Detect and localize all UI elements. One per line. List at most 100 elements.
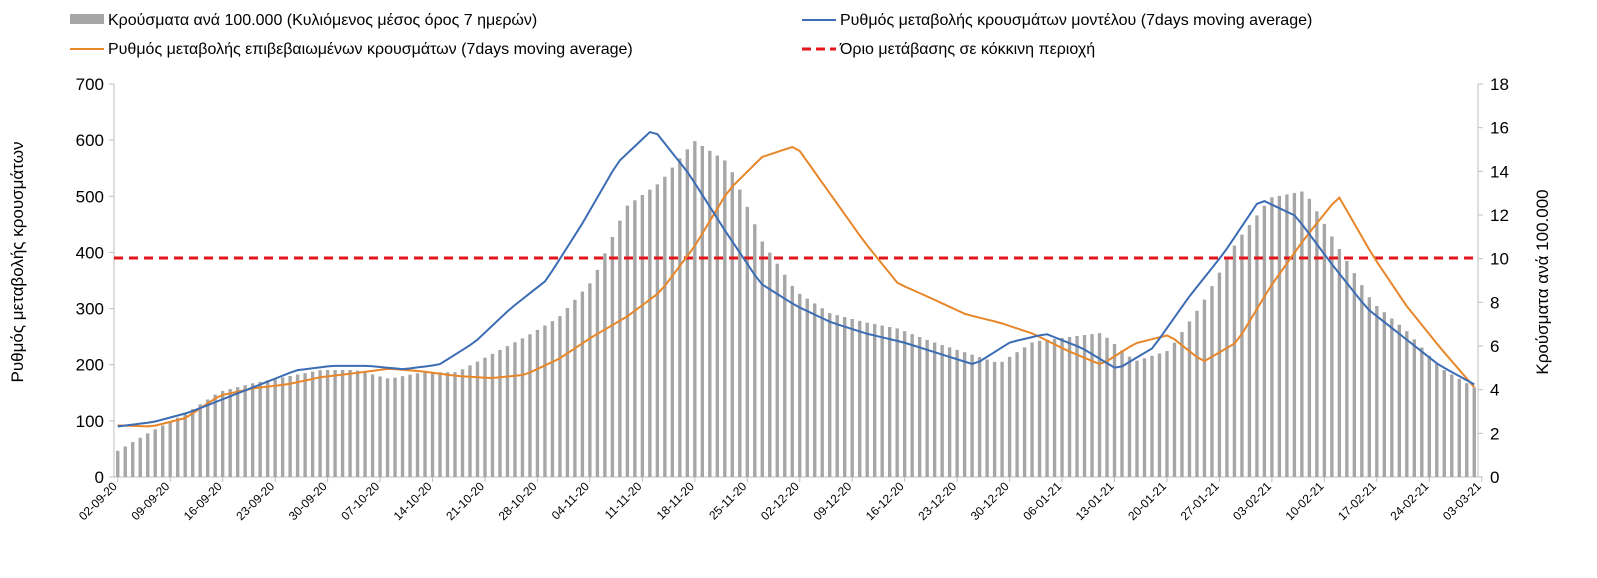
bar — [1292, 192, 1297, 477]
y-right-tick-label: 6 — [1490, 337, 1499, 356]
bar — [378, 376, 382, 477]
bar — [146, 433, 150, 477]
y-right-tick-label: 18 — [1490, 75, 1509, 94]
legend-label-model: Ρυθμός μεταβολής κρουσμάτων μοντέλου (7d… — [840, 12, 1312, 29]
bar — [161, 425, 165, 477]
bar — [655, 184, 660, 477]
bar — [535, 329, 540, 477]
x-tick-label: 10-02-21 — [1283, 479, 1327, 523]
bar — [910, 334, 914, 477]
bar — [400, 376, 405, 477]
bar — [1465, 383, 1469, 477]
bar — [843, 317, 847, 477]
bar — [333, 370, 337, 477]
bar — [1472, 387, 1476, 477]
x-tick-label: 03-03-21 — [1440, 479, 1484, 523]
bar — [1052, 338, 1057, 477]
bar — [992, 361, 997, 477]
bar — [325, 370, 330, 477]
bar — [191, 409, 195, 477]
y-right-tick-label: 14 — [1490, 162, 1509, 181]
y-axis-right-ticks: 0 2 4 6 8 10 12 14 16 18 — [1478, 75, 1509, 487]
bar — [768, 252, 772, 477]
bar — [183, 413, 187, 477]
bar — [1157, 353, 1162, 477]
bar — [1262, 205, 1267, 478]
bar — [340, 370, 345, 477]
bar — [1090, 334, 1094, 477]
bar — [858, 320, 862, 477]
bar — [1007, 356, 1012, 477]
bar — [1015, 352, 1019, 477]
bar — [528, 334, 532, 477]
x-tick-label: 21-10-20 — [443, 479, 487, 523]
bar — [685, 149, 690, 477]
bar — [1000, 361, 1004, 477]
x-tick-label: 23-12-20 — [915, 479, 959, 523]
bar — [962, 352, 967, 477]
bar — [648, 189, 652, 477]
bar — [1180, 332, 1184, 477]
legend-label-confirmed: Ρυθμός μεταβολής επιβεβαιωμένων κρουσμάτ… — [108, 41, 633, 58]
bar — [1105, 337, 1109, 477]
bar — [1135, 360, 1139, 477]
bar — [348, 370, 352, 477]
x-tick-label: 03-02-21 — [1230, 479, 1274, 523]
bar — [258, 381, 262, 477]
bar — [865, 322, 869, 477]
bar — [138, 437, 142, 477]
bar — [408, 374, 412, 477]
model-rate-line — [117, 130, 1475, 428]
bar — [573, 299, 577, 477]
bar — [1165, 351, 1169, 477]
bar — [775, 263, 779, 477]
y-left-tick-label: 200 — [76, 356, 104, 375]
bar — [925, 339, 929, 477]
bar — [228, 389, 232, 477]
bar — [475, 361, 480, 477]
bar — [318, 370, 322, 477]
x-tick-label: 02-12-20 — [758, 479, 802, 523]
bar — [445, 372, 450, 477]
bar — [1150, 355, 1154, 477]
bar — [1075, 336, 1079, 477]
bar — [1337, 248, 1342, 477]
y-left-tick-label: 100 — [76, 412, 104, 431]
bar — [1127, 356, 1132, 477]
bar — [1270, 197, 1274, 477]
legend-label-threshold: Όριο μετάβασης σε κόκκινη περιοχή — [839, 41, 1095, 58]
x-axis-ticks: 02-09-20 09-09-20 16-09-20 23-09-20 30-09-20… — [76, 477, 1484, 523]
bar — [828, 313, 832, 477]
x-tick-label: 20-01-21 — [1125, 479, 1169, 523]
bar — [1240, 234, 1244, 477]
bar — [947, 347, 952, 477]
bar — [385, 378, 390, 477]
bar — [303, 373, 307, 477]
x-tick-label: 18-11-20 — [654, 479, 697, 522]
bar — [288, 376, 292, 477]
bar — [977, 357, 982, 477]
bar — [625, 205, 630, 477]
bar — [1435, 363, 1439, 477]
bar — [1060, 337, 1064, 477]
bar — [483, 357, 487, 477]
bar — [813, 303, 817, 477]
x-tick-label: 16-09-20 — [181, 479, 225, 523]
bar — [1397, 324, 1401, 477]
bar — [917, 337, 922, 477]
bar — [520, 338, 525, 477]
bar — [116, 450, 120, 477]
bar — [550, 321, 555, 477]
bar — [790, 285, 794, 477]
x-tick-label: 06-01-21 — [1020, 479, 1064, 523]
bar — [663, 176, 667, 477]
bar — [1300, 191, 1304, 477]
bar — [1382, 312, 1386, 477]
bar — [640, 194, 645, 478]
bar — [880, 325, 884, 477]
x-tick-label: 09-12-20 — [810, 479, 854, 523]
x-tick-label: 11-11-20 — [602, 479, 645, 522]
bar — [678, 158, 682, 477]
bar — [798, 293, 802, 477]
